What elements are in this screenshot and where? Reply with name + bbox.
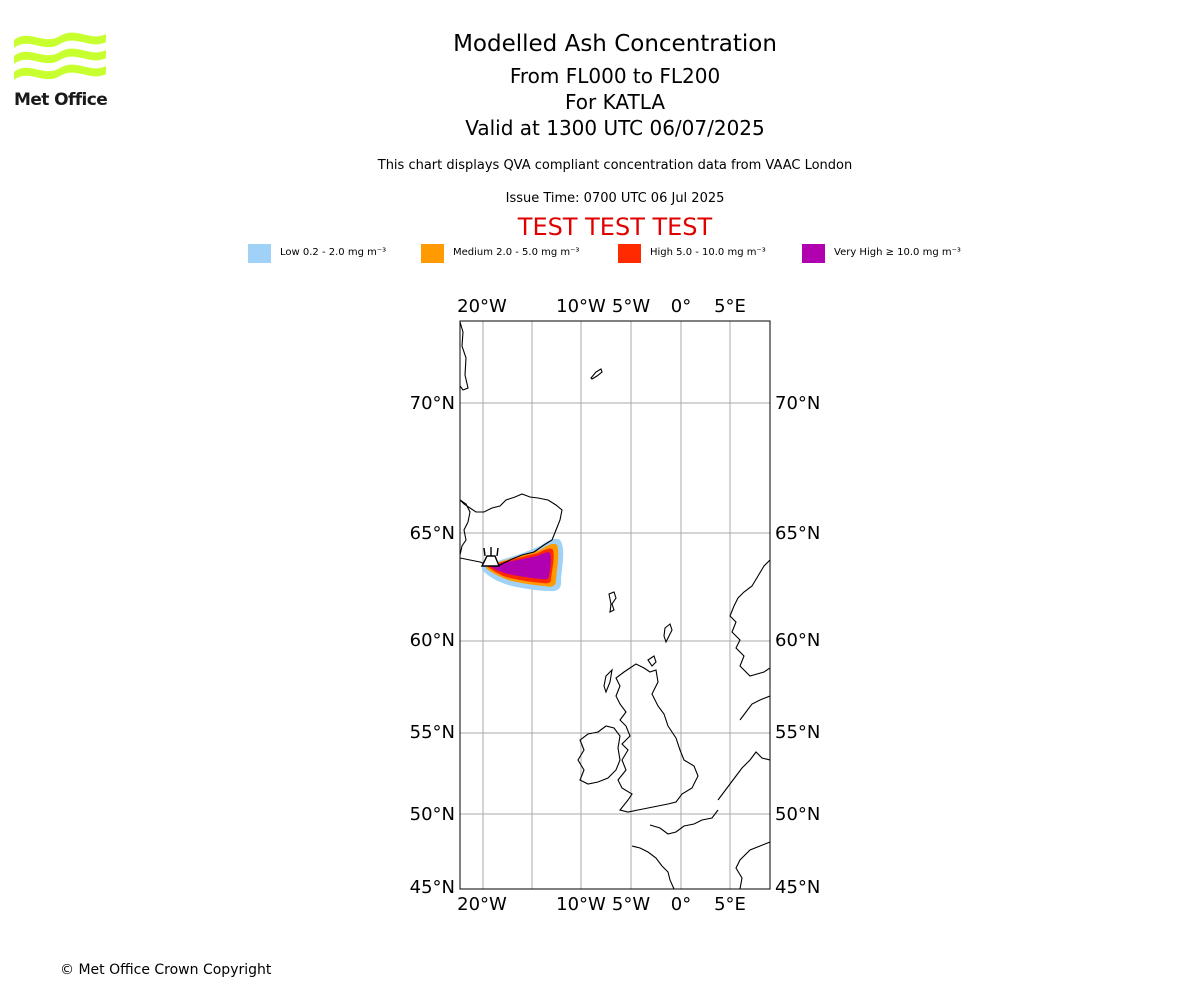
ash-very-high-region (491, 552, 551, 580)
lat-tick-70n: 70°N (410, 393, 455, 414)
map-frame (459, 320, 771, 890)
legend-swatch-low (248, 244, 271, 263)
norway-coast (729, 559, 770, 677)
test-banner: TEST TEST TEST (517, 213, 713, 241)
lon-tick-5e: 5°E (714, 894, 746, 915)
valid-time: Valid at 1300 UTC 06/07/2025 (465, 116, 765, 140)
lon-tick-10w: 10°W (556, 894, 606, 915)
coastlines (460, 321, 770, 889)
legend-swatch-very-high (802, 244, 825, 263)
legend-label-very-high: Very High ≥ 10.0 mg m⁻³ (834, 247, 961, 258)
lat-tick-65n: 65°N (410, 523, 455, 544)
brittany-peninsula (631, 845, 675, 889)
lat-tick-45n: 45°N (775, 877, 820, 898)
denmark-coast (739, 695, 770, 721)
lat-ticks-right: 70°N 65°N 60°N 55°N 50°N 45°N (775, 393, 820, 898)
brittany-coast (649, 809, 719, 835)
legend-swatch-high (618, 244, 641, 263)
great-britain-coast (615, 663, 699, 813)
lon-tick-10w: 10°W (556, 296, 606, 317)
copyright: © Met Office Crown Copyright (60, 962, 272, 978)
shetland-coast (663, 623, 673, 644)
logo-waves-icon (14, 32, 106, 80)
lon-tick-0: 0° (671, 296, 691, 317)
faroe-islands-coast (608, 591, 617, 613)
lat-tick-50n: 50°N (410, 804, 455, 825)
lon-tick-5w: 5°W (612, 894, 650, 915)
chart-title: Modelled Ash Concentration (453, 31, 777, 57)
ash-plume (482, 538, 564, 592)
met-office-logo: Met Office (14, 30, 108, 112)
lon-tick-5e: 5°E (714, 296, 746, 317)
lat-tick-55n: 55°N (410, 722, 455, 743)
map-gridlines (460, 321, 770, 889)
legend-label-low: Low 0.2 - 2.0 mg m⁻³ (280, 247, 387, 258)
lat-tick-60n: 60°N (410, 630, 455, 651)
lon-tick-0: 0° (671, 894, 691, 915)
lon-tick-20w: 20°W (457, 296, 507, 317)
lon-ticks-bottom: 20°W 10°W 5°W 0° 5°E (457, 894, 746, 915)
lat-tick-45n: 45°N (410, 877, 455, 898)
volcano-icon (480, 547, 501, 567)
iceland-coast (460, 493, 563, 567)
orkney-coast (647, 655, 657, 667)
qva-note: This chart displays QVA compliant concen… (377, 158, 853, 173)
lon-tick-5w: 5°W (612, 296, 650, 317)
flight-level-range: From FL000 to FL200 (509, 64, 721, 88)
greenland-coast (460, 321, 469, 391)
lat-ticks-left: 70°N 65°N 60°N 55°N 50°N 45°N (410, 393, 455, 898)
lat-tick-70n: 70°N (775, 393, 820, 414)
logo-text: Met Office (14, 90, 108, 110)
greenland-coast-south (460, 499, 471, 556)
ireland-coast (577, 725, 621, 785)
france-coast (735, 841, 770, 889)
lon-ticks-top: 20°W 10°W 5°W 0° 5°E (457, 296, 746, 317)
legend-swatch-medium (421, 244, 444, 263)
hebrides-coast (603, 668, 613, 694)
issue-time: Issue Time: 0700 UTC 06 Jul 2025 (505, 191, 725, 206)
lat-tick-50n: 50°N (775, 804, 820, 825)
legend-label-medium: Medium 2.0 - 5.0 mg m⁻³ (453, 247, 580, 258)
lat-tick-55n: 55°N (775, 722, 820, 743)
netherlands-coast (717, 751, 770, 801)
lat-tick-60n: 60°N (775, 630, 820, 651)
lat-tick-65n: 65°N (775, 523, 820, 544)
legend-label-high: High 5.0 - 10.0 mg m⁻³ (650, 247, 766, 258)
jan-mayen-coast (590, 368, 603, 380)
volcano-name: For KATLA (565, 90, 665, 114)
lon-tick-20w: 20°W (457, 894, 507, 915)
